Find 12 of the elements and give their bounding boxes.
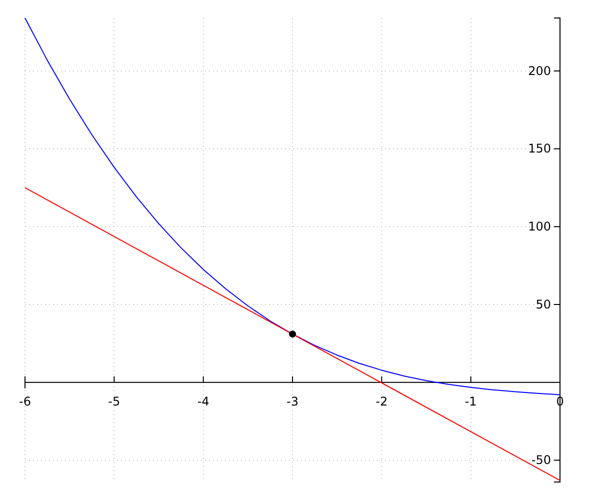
x-tick-label: -1 bbox=[464, 394, 477, 409]
y-tick-label: -50 bbox=[531, 453, 551, 468]
x-tick-label: -6 bbox=[19, 394, 31, 409]
x-tick-label: -5 bbox=[108, 394, 120, 409]
x-tick-label: -2 bbox=[376, 394, 388, 409]
y-tick-label: 150 bbox=[528, 142, 551, 156]
x-tick-label: -3 bbox=[286, 394, 298, 409]
y-tick-label: 200 bbox=[528, 64, 551, 78]
y-tick-label: 50 bbox=[536, 297, 551, 312]
x-tick-label: -4 bbox=[197, 394, 210, 409]
line-series bbox=[24, 18, 560, 396]
y-tick-label: 100 bbox=[528, 219, 551, 234]
